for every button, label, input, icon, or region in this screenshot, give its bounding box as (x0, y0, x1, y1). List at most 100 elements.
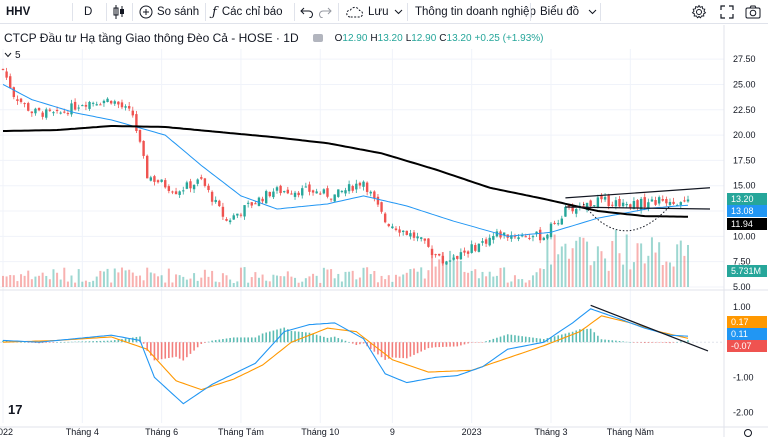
macd-histogram-bar (214, 340, 217, 343)
macd-histogram-bar (272, 330, 275, 343)
macd-histogram-bar (276, 329, 278, 343)
price-tick-label: 22.50 (733, 105, 756, 115)
macd-histogram-bar (77, 341, 80, 343)
save-menu-button[interactable] (394, 0, 403, 24)
macd-tick-label: -1.00 (733, 372, 754, 382)
candle-body (383, 213, 387, 223)
macd-histogram-bar (506, 334, 509, 343)
toolbar-divider (132, 3, 133, 21)
candle-body (250, 202, 253, 206)
candle-body (618, 198, 621, 207)
chart-style-button[interactable] (112, 0, 126, 24)
volume-bar (459, 260, 462, 287)
volume-bar (387, 275, 390, 287)
candle-body (686, 199, 690, 202)
indicators-button[interactable]: ƒ Các chỉ báo (212, 0, 283, 24)
redo-button[interactable] (318, 0, 332, 24)
volume-bar (434, 266, 437, 287)
macd-histogram-bar (175, 342, 177, 357)
macd-histogram-bar (131, 337, 134, 343)
macd-histogram-bar (679, 341, 682, 343)
volume-bar (157, 276, 160, 287)
macd-histogram-bar (607, 339, 610, 343)
volume-bar (117, 272, 120, 287)
chart-type-button[interactable]: Biểu đồ (540, 0, 597, 24)
macd-histogram-bar (268, 331, 271, 343)
symbol-search[interactable]: HHV (6, 6, 31, 18)
macd-histogram-bar (456, 342, 459, 347)
eye-indicator-icon[interactable] (312, 34, 323, 42)
macd-histogram-bar (413, 342, 415, 355)
candle-body (55, 110, 59, 112)
volume-bar (423, 278, 426, 287)
price-tag-bg (727, 265, 767, 277)
interval-button[interactable]: D (84, 6, 93, 18)
volume-bar (261, 274, 264, 287)
macd-histogram-bar (117, 339, 120, 343)
macd-histogram-bar (243, 337, 246, 343)
candle-body (394, 228, 398, 230)
volume-bar (394, 274, 397, 287)
macd-histogram-bar (452, 342, 455, 347)
macd-histogram-bar (600, 339, 603, 343)
candle-body (239, 214, 243, 216)
screenshot-button[interactable] (745, 0, 761, 24)
candle-body (45, 109, 48, 118)
price-tick-label: 10.00 (733, 231, 756, 241)
candle-body (564, 206, 567, 217)
macd-histogram-bar (229, 337, 231, 343)
volume-bar (330, 269, 333, 287)
candle-body (675, 204, 679, 206)
volume-bar (481, 271, 484, 287)
macd-histogram-bar (575, 330, 578, 343)
candle-body (160, 179, 163, 182)
indicators-label: Các chỉ báo (221, 6, 283, 18)
candle-body (102, 100, 106, 104)
chart-area[interactable]: 27.5025.0022.5020.0017.5015.0012.5010.00… (0, 25, 768, 437)
macd-histogram-bar (153, 342, 156, 361)
macd-histogram-bar (81, 341, 84, 343)
price-tag-label: 0.11 (731, 329, 748, 339)
volume-bar (106, 268, 109, 287)
volume-bar (70, 275, 73, 287)
indicator-toggle[interactable]: 5 (4, 48, 21, 62)
macd-histogram-bar (348, 342, 350, 343)
price-tick-label: 25.00 (733, 79, 756, 89)
macd-histogram-bar (463, 342, 466, 345)
macd-histogram-bar (146, 342, 149, 351)
time-tick-label: Tháng Năm (607, 427, 654, 437)
undo-button[interactable] (300, 0, 314, 24)
macd-histogram-bar (56, 342, 58, 343)
volume-bar (34, 276, 37, 287)
compare-button[interactable]: So sánh (139, 0, 199, 24)
candle-body (611, 204, 614, 206)
company-info-button[interactable]: Thông tin doanh nghiệp (415, 6, 536, 18)
candle-body (66, 113, 70, 115)
macd-histogram-bar (236, 337, 239, 343)
settings-button[interactable] (691, 0, 707, 24)
macd-histogram-bar (23, 342, 26, 343)
cloud-icon (346, 6, 364, 18)
macd-histogram-bar (59, 342, 62, 343)
macd-histogram-bar (351, 342, 354, 344)
volume-bar (351, 270, 354, 287)
volume-bar (56, 272, 59, 287)
save-button[interactable]: Lưu (346, 0, 389, 24)
volume-bar (153, 273, 156, 287)
fullscreen-button[interactable] (720, 0, 734, 24)
candle-body (661, 199, 664, 201)
macd-histogram-bar (31, 342, 33, 343)
candle-body (434, 254, 437, 256)
macd-histogram-bar (294, 331, 296, 343)
volume-bar (542, 269, 545, 287)
macd-histogram-bar (669, 342, 671, 344)
volume-bar (596, 246, 599, 287)
macd-histogram-bar (225, 338, 228, 343)
candle-body (452, 257, 455, 260)
volume-bar (128, 269, 131, 287)
volume-bar (344, 271, 347, 287)
macd-histogram-bar (640, 342, 642, 343)
candle-body (293, 192, 297, 197)
candle-body (146, 155, 149, 179)
candle-body (445, 261, 448, 265)
